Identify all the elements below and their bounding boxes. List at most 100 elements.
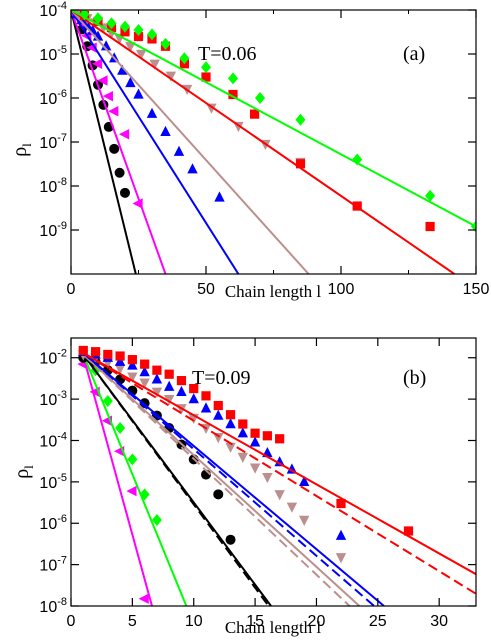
panel-a-series-4-point — [206, 103, 217, 114]
panel-b-series-6-point — [140, 359, 150, 369]
panel-b-series-4-point — [151, 387, 163, 398]
panel-b-series-4-point — [163, 394, 175, 406]
panel-b-series-3-point — [213, 489, 224, 500]
panel-a-x-tick-label: 50 — [197, 281, 215, 298]
panel-b-series-1 — [77, 355, 153, 606]
panel-a-series-5 — [71, 10, 455, 274]
panel-b-series-4-point — [225, 442, 236, 453]
panel-b-series-2-point — [151, 513, 162, 526]
panel-b-series-5-point — [163, 380, 175, 391]
panel-b-series-4-point — [249, 463, 261, 474]
panel-b-plot-area — [77, 345, 476, 606]
panel-a-y-tick-label: 10-5 — [39, 44, 67, 64]
panel-a-y-tick-label: 10-6 — [39, 88, 67, 108]
panel-a-series-4-fit-line — [71, 10, 310, 274]
panel-b-series-2-point — [139, 488, 150, 501]
panel-b-y-tick-label: 10-2 — [39, 348, 67, 368]
panel-a-ylabel-main: ρ — [9, 147, 31, 157]
panel-b-y-tick-label: 10-4 — [39, 430, 67, 450]
panel-b-series-6-point — [336, 498, 346, 509]
panel-b-axes: 0 5 10 15 20 25 30 10-2 10-3 10-4 10-5 10-6 10-7 10-8 — [39, 337, 477, 630]
panel-a-series-5-point — [352, 201, 362, 211]
panel-a-series-4 — [71, 10, 310, 274]
panel-b-series-3-point — [225, 534, 236, 545]
panel-a-series-4-point — [125, 42, 136, 53]
panel-a-series-2-point — [92, 58, 103, 69]
panel-a-ylabel-sub: l — [19, 143, 34, 147]
panel-b-y-tick-label: 10-7 — [39, 555, 67, 575]
panel-b-series-6-point — [213, 400, 223, 411]
panel-b-series-4-point — [286, 502, 298, 513]
panel-a-series-6-point — [120, 20, 130, 33]
panel-b-series-5-point — [274, 456, 285, 467]
panel-b-x-tick-label: 25 — [369, 613, 387, 630]
panel-a-series-5-point — [201, 72, 211, 82]
panel-b-series-6-point — [262, 431, 272, 441]
panel-a-annotation: T=0.06 — [198, 43, 257, 65]
panel-a-series-2-fit-line — [71, 10, 167, 274]
panel-b-series-6-point — [103, 349, 113, 360]
panel-b-series-6-fit-line — [82, 352, 476, 576]
panel-b-x-tick-label: 5 — [128, 613, 137, 630]
panel-a-series-2-point — [102, 90, 113, 102]
panel-b-series-4-point — [298, 515, 310, 526]
panel-a-y-tick-label: 10-9 — [39, 220, 67, 240]
panel-a-y-tick-label: 10-8 — [39, 176, 67, 196]
panel-b-series-4-point — [127, 372, 138, 383]
panel-b-series-5-point — [200, 402, 212, 413]
panel-b-series-5-point — [188, 393, 199, 404]
panel-b-series-4-point — [237, 452, 249, 463]
panel-b-series-5-point — [176, 385, 187, 396]
panel-a-plot-area — [71, 10, 476, 274]
panel-b-series-5-point — [249, 436, 261, 447]
panel-b-series-6-point — [115, 351, 125, 361]
panel-a-x-tick-label: 150 — [463, 281, 490, 298]
panel-a-series-3-fit-line — [71, 10, 240, 274]
panel-a-series-6-point — [352, 153, 363, 166]
panel-a-series-5-point — [250, 109, 260, 119]
panel-a-xlabel: Chain length l — [225, 282, 322, 301]
panel-a-series-6-point — [79, 10, 90, 21]
panel-b-series-6-point — [201, 391, 211, 401]
panel-a-series-6-point — [179, 52, 190, 65]
panel-b-series-4-point — [139, 378, 150, 389]
panel-b-series-5-fit-line — [82, 352, 385, 606]
panel-b-y-tick-label: 10-3 — [39, 389, 67, 409]
panel-b-series-6-point — [152, 365, 162, 375]
panel-b-series-6-fit-line-dashed — [82, 352, 476, 595]
panel-a-x-tick-label: 100 — [328, 281, 355, 298]
panel-b-annotation: T=0.09 — [192, 367, 251, 389]
panel-b-series-5-point — [225, 418, 236, 429]
panel-a-series-6-point — [228, 72, 238, 85]
panel-a-x-tick-label: 0 — [67, 281, 76, 298]
panel-b-series-6-point — [127, 355, 137, 365]
panel-b-series-4-point — [262, 472, 273, 484]
panel-b-series-4-point — [274, 490, 285, 501]
panel-a-series-3-point — [82, 19, 93, 30]
panel-a-series-4-point — [136, 49, 147, 60]
panel-b-series-2-point — [102, 395, 113, 408]
panel-b-series-4-fit-line — [82, 353, 361, 606]
panel-b-series-4-point — [114, 364, 126, 375]
panel-a-series-6-point — [160, 37, 171, 50]
panel-b-series-6-point — [78, 345, 88, 356]
panel-a: 0 50 100 150 10-4 10-5 10-6 10-7 10-8 10-9 T=0.06… — [9, 0, 489, 301]
panel-b-series-6-point — [164, 369, 174, 379]
panel-a-series-1-point — [114, 167, 125, 178]
panel-b-series-1-fit-line — [82, 355, 153, 606]
panel-a-y-tick-label: 10-7 — [39, 132, 67, 152]
panel-a-axes: 0 50 100 150 10-4 10-5 10-6 10-7 10-8 10-9 — [39, 0, 489, 298]
panel-a-series-2-point — [132, 198, 143, 209]
panel-a-series-5-point — [228, 89, 238, 100]
panel-a-series-5-fit-line — [71, 10, 455, 274]
panel-b-frame — [70, 337, 477, 607]
panel-b-series-4-fit-line-dashed — [82, 353, 351, 606]
panel-b-series-1-point — [126, 485, 137, 497]
panel-b-series-2-point — [127, 453, 138, 466]
panel-b-y-tick-label: 10-5 — [39, 472, 67, 492]
panel-a-series-6-point — [255, 92, 265, 104]
panel-b-series-5-point — [298, 475, 310, 487]
panel-a-series-6-point — [425, 189, 436, 202]
svg-text:ρl: ρl — [11, 465, 36, 479]
